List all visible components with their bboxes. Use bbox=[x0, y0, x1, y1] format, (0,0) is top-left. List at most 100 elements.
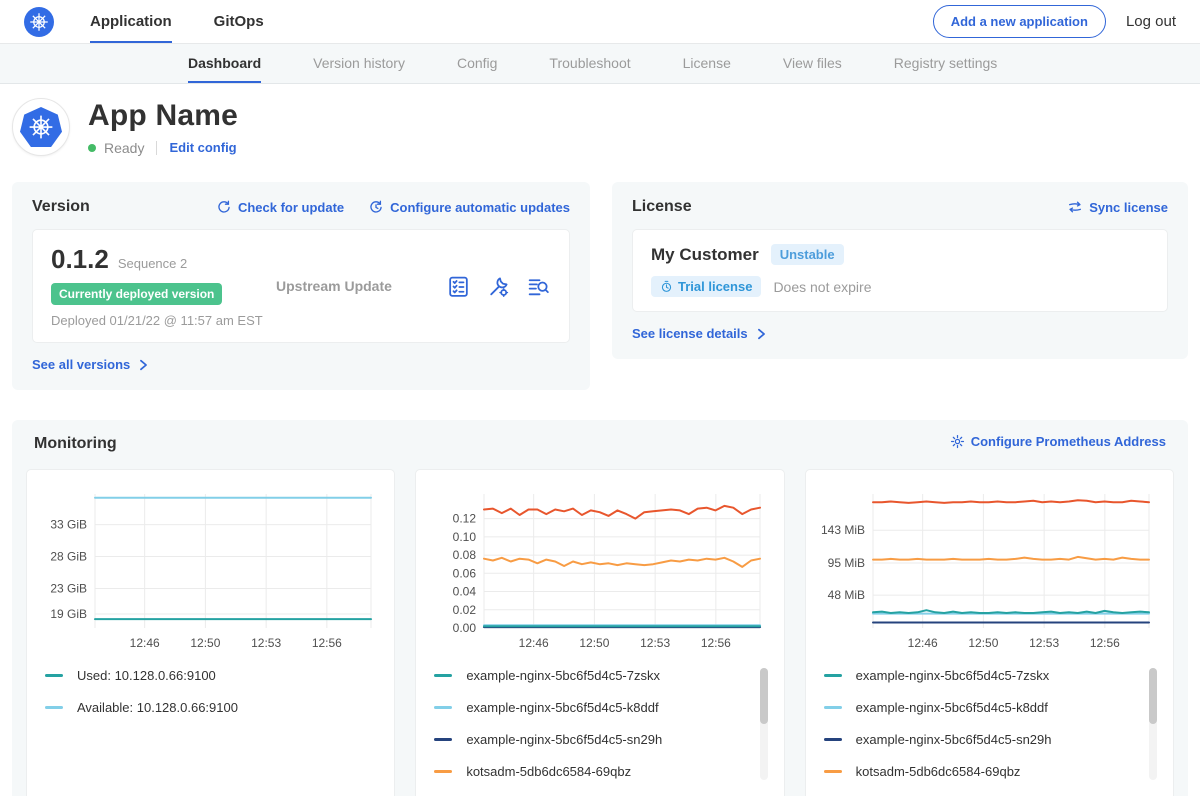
svg-text:12:56: 12:56 bbox=[701, 636, 731, 650]
svg-text:12:56: 12:56 bbox=[311, 636, 341, 650]
cards-row: Version Check for update Configure autom… bbox=[0, 170, 1200, 390]
svg-text:12:53: 12:53 bbox=[251, 636, 281, 650]
scrollbar-thumb[interactable] bbox=[759, 668, 768, 724]
svg-text:12:53: 12:53 bbox=[640, 636, 670, 650]
primary-nav: Application GitOps bbox=[90, 0, 264, 43]
nav-tab-application[interactable]: Application bbox=[90, 0, 172, 43]
license-type-badge: Trial license bbox=[651, 276, 762, 297]
tab-registry-settings[interactable]: Registry settings bbox=[893, 55, 998, 71]
svg-text:12:46: 12:46 bbox=[519, 636, 549, 650]
legend-scrollbar[interactable] bbox=[759, 668, 768, 780]
deployed-timestamp: Deployed 01/21/22 @ 11:57 am EST bbox=[51, 313, 263, 328]
divider bbox=[156, 140, 158, 155]
refresh-icon bbox=[218, 200, 230, 213]
chart-card-cpu-usage: 0.00 0.02 0.04 0.06 0.08 0.10 0.12 12:46 12:50 12… bbox=[415, 469, 785, 796]
svg-text:19 GiB: 19 GiB bbox=[50, 607, 87, 621]
legend-label: example-nginx-5bc6f5d4c5-7zskx bbox=[466, 668, 660, 683]
app-logo[interactable] bbox=[24, 0, 54, 43]
chart-legend-cpu-usage: example-nginx-5bc6f5d4c5-7zskx example-ng… bbox=[430, 668, 769, 796]
chart-plot-disk-usage: 19 GiB 23 GiB 28 GiB 33 GiB 12:46 12:50 12:53 1… bbox=[50, 494, 372, 650]
current-version-box: 0.1.2 Sequence 2 Currently deployed vers… bbox=[32, 229, 570, 343]
legend-swatch bbox=[434, 706, 453, 709]
kubernetes-app-icon bbox=[20, 107, 62, 147]
svg-text:12:56: 12:56 bbox=[1090, 636, 1120, 650]
file-search-icon[interactable] bbox=[526, 274, 551, 299]
svg-text:23 GiB: 23 GiB bbox=[50, 581, 87, 595]
status-dot bbox=[88, 143, 96, 152]
chart-legend-memory-usage: example-nginx-5bc6f5d4c5-7zskx example-ng… bbox=[820, 668, 1159, 796]
chart-plot-memory-usage: 48 MiB 95 MiB 143 MiB 12:46 12:50 12:53 12:56 bbox=[821, 494, 1151, 650]
topbar-right: Add a new application Log out bbox=[932, 0, 1176, 43]
svg-text:0.06: 0.06 bbox=[453, 566, 477, 580]
license-expiry: Does not expire bbox=[773, 278, 872, 295]
app-subnav: Dashboard Version history Config Troublesho… bbox=[0, 44, 1200, 84]
edit-config-link[interactable]: Edit config bbox=[169, 140, 237, 155]
charts-row: 19 GiB 23 GiB 28 GiB 33 GiB 12:46 12:50 12:53 1… bbox=[26, 469, 1174, 796]
status-text: Ready bbox=[104, 139, 145, 156]
legend-swatch bbox=[823, 674, 842, 677]
configure-automatic-updates-link[interactable]: Configure automatic updates bbox=[368, 199, 570, 215]
svg-text:12:50: 12:50 bbox=[579, 636, 609, 650]
see-license-details-link[interactable]: See license details bbox=[632, 326, 767, 341]
license-box: My Customer Unstable Trial license Does … bbox=[632, 229, 1168, 312]
see-all-versions-link[interactable]: See all versions bbox=[32, 357, 149, 372]
legend-item: example-nginx-5bc6f5d4c5-k8ddf bbox=[823, 700, 1155, 715]
legend-swatch bbox=[434, 738, 453, 741]
check-for-update-link[interactable]: Check for update bbox=[216, 199, 344, 215]
legend-scrollbar[interactable] bbox=[1148, 668, 1157, 780]
chart-legend-disk-usage: Used: 10.128.0.66:9100 Available: 10.128.… bbox=[41, 668, 380, 788]
preflight-checklist-icon[interactable] bbox=[446, 274, 471, 299]
kubernetes-wheel-icon bbox=[24, 6, 54, 37]
svg-text:143 MiB: 143 MiB bbox=[821, 523, 865, 537]
legend-swatch bbox=[434, 770, 453, 773]
legend-item: kotsadm-5db6dc6584-69qbz bbox=[823, 764, 1155, 779]
configure-prometheus-link[interactable]: Configure Prometheus Address bbox=[950, 434, 1166, 449]
svg-text:33 GiB: 33 GiB bbox=[50, 518, 87, 532]
svg-text:12:53: 12:53 bbox=[1029, 636, 1059, 650]
svg-text:0.12: 0.12 bbox=[453, 512, 477, 526]
legend-label: example-nginx-5bc6f5d4c5-sn29h bbox=[855, 732, 1052, 747]
logout-link[interactable]: Log out bbox=[1125, 13, 1176, 30]
tab-view-files[interactable]: View files bbox=[782, 55, 842, 71]
wrench-gear-icon[interactable] bbox=[486, 274, 511, 299]
sync-license-link[interactable]: Sync license bbox=[1067, 199, 1168, 215]
license-card-title: License bbox=[632, 198, 692, 215]
chevron-right-icon bbox=[757, 328, 765, 339]
svg-text:0.08: 0.08 bbox=[453, 548, 477, 562]
tab-config[interactable]: Config bbox=[456, 55, 498, 71]
legend-swatch bbox=[434, 674, 453, 677]
tab-license[interactable]: License bbox=[682, 55, 731, 71]
legend-item: example-nginx-5bc6f5d4c5-k8ddf bbox=[434, 700, 765, 715]
top-header: Application GitOps Add a new application … bbox=[0, 0, 1200, 44]
svg-text:0.00: 0.00 bbox=[453, 621, 477, 635]
chart-card-disk-usage: 19 GiB 23 GiB 28 GiB 33 GiB 12:46 12:50 12:53 1… bbox=[26, 469, 396, 796]
legend-swatch bbox=[45, 706, 63, 709]
legend-swatch bbox=[823, 706, 842, 709]
legend-label: example-nginx-5bc6f5d4c5-sn29h bbox=[466, 732, 663, 747]
scheduled-update-icon bbox=[370, 200, 382, 213]
tab-troubleshoot[interactable]: Troubleshoot bbox=[549, 55, 631, 71]
legend-item: Used: 10.128.0.66:9100 bbox=[45, 668, 376, 683]
version-card-title: Version bbox=[32, 198, 90, 215]
svg-text:0.02: 0.02 bbox=[453, 603, 477, 617]
version-number: 0.1.2 bbox=[51, 244, 109, 274]
add-application-button[interactable]: Add a new application bbox=[932, 5, 1106, 38]
monitoring-title: Monitoring bbox=[34, 435, 117, 452]
scrollbar-thumb[interactable] bbox=[1148, 668, 1157, 724]
deployed-badge: Currently deployed version bbox=[51, 283, 223, 305]
gear-icon bbox=[950, 434, 964, 449]
page-title: App Name bbox=[88, 98, 238, 132]
version-card: Version Check for update Configure autom… bbox=[12, 182, 590, 390]
svg-text:0.10: 0.10 bbox=[453, 530, 477, 544]
svg-text:12:46: 12:46 bbox=[908, 636, 938, 650]
monitoring-section: Monitoring Configure Prometheus Address … bbox=[12, 420, 1188, 796]
tab-dashboard[interactable]: Dashboard bbox=[188, 44, 262, 83]
legend-swatch bbox=[823, 770, 842, 773]
customer-name: My Customer bbox=[651, 244, 759, 264]
legend-label: kotsadm-5db6dc6584-69qbz bbox=[466, 764, 632, 779]
license-card: License Sync license My Customer Unstabl… bbox=[612, 182, 1188, 359]
nav-tab-gitops[interactable]: GitOps bbox=[213, 13, 264, 30]
legend-label: kotsadm-5db6dc6584-69qbz bbox=[855, 764, 1021, 779]
tab-version-history[interactable]: Version history bbox=[313, 55, 405, 71]
legend-item: example-nginx-5bc6f5d4c5-7zskx bbox=[434, 668, 765, 683]
